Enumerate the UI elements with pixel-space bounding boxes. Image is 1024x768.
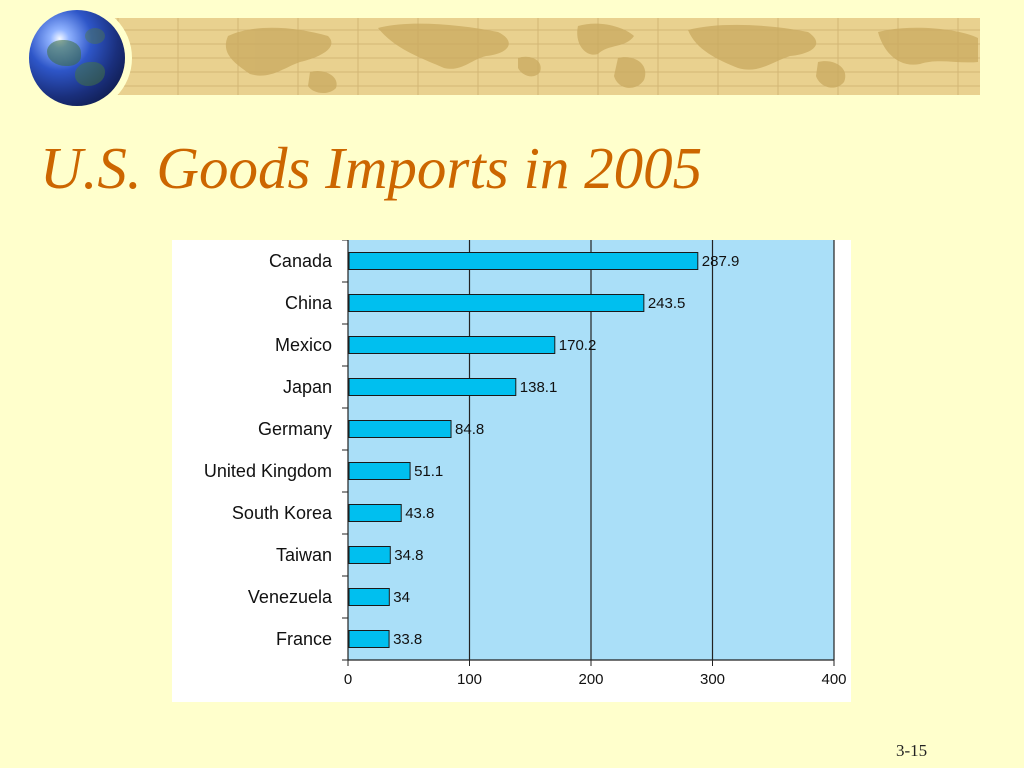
category-label: South Korea bbox=[232, 503, 333, 523]
value-label: 34 bbox=[393, 589, 410, 606]
slide-number: 3-15 bbox=[896, 741, 928, 760]
bar-france bbox=[348, 630, 390, 648]
category-label: Taiwan bbox=[276, 545, 332, 565]
x-tick-label: 0 bbox=[344, 671, 352, 688]
x-tick-label: 400 bbox=[821, 671, 846, 688]
x-tick-label: 300 bbox=[700, 671, 725, 688]
world-map-banner bbox=[78, 18, 980, 95]
category-label: Canada bbox=[269, 251, 333, 271]
value-label: 34.8 bbox=[394, 547, 423, 564]
globe-icon bbox=[29, 10, 125, 106]
chart-canvas: Canada 287.9 China 243.5 Mexico 170.2 Japan 138… bbox=[172, 240, 851, 702]
value-label: 51.1 bbox=[414, 463, 443, 480]
x-tick-label: 100 bbox=[457, 671, 482, 688]
bar-japan bbox=[348, 378, 517, 396]
bar-china bbox=[348, 294, 645, 312]
category-label: Japan bbox=[283, 377, 332, 397]
bar-taiwan bbox=[348, 546, 391, 564]
value-label: 243.5 bbox=[648, 295, 686, 312]
category-label: France bbox=[276, 629, 332, 649]
bar-mexico bbox=[348, 336, 556, 354]
bar-canada bbox=[348, 252, 699, 270]
category-label: United Kingdom bbox=[204, 461, 332, 481]
bar-venezuela bbox=[348, 588, 390, 606]
value-label: 43.8 bbox=[405, 505, 434, 522]
bar-chart: Canada 287.9 China 243.5 Mexico 170.2 Japan 138… bbox=[172, 240, 851, 702]
value-label: 170.2 bbox=[559, 337, 597, 354]
x-tick-label: 200 bbox=[578, 671, 603, 688]
slide-title: U.S. Goods Imports in 2005 bbox=[40, 135, 703, 201]
category-label: Mexico bbox=[275, 335, 332, 355]
bar-germany bbox=[348, 420, 452, 438]
category-label: Germany bbox=[258, 419, 332, 439]
bar-united-kingdom bbox=[348, 462, 411, 480]
value-label: 138.1 bbox=[520, 379, 558, 396]
value-label: 33.8 bbox=[393, 631, 422, 648]
value-label: 84.8 bbox=[455, 421, 484, 438]
category-label: China bbox=[285, 293, 333, 313]
bar-south-korea bbox=[348, 504, 402, 522]
category-label: Venezuela bbox=[248, 587, 333, 607]
value-label: 287.9 bbox=[702, 253, 740, 270]
